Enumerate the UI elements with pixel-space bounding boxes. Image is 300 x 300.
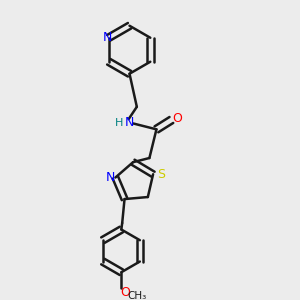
- Text: N: N: [103, 31, 112, 44]
- Text: O: O: [120, 286, 130, 299]
- Text: S: S: [157, 168, 165, 181]
- Text: N: N: [124, 116, 134, 129]
- Text: CH₃: CH₃: [128, 291, 147, 300]
- Text: H: H: [115, 118, 123, 128]
- Text: N: N: [105, 171, 115, 184]
- Text: O: O: [172, 112, 182, 125]
